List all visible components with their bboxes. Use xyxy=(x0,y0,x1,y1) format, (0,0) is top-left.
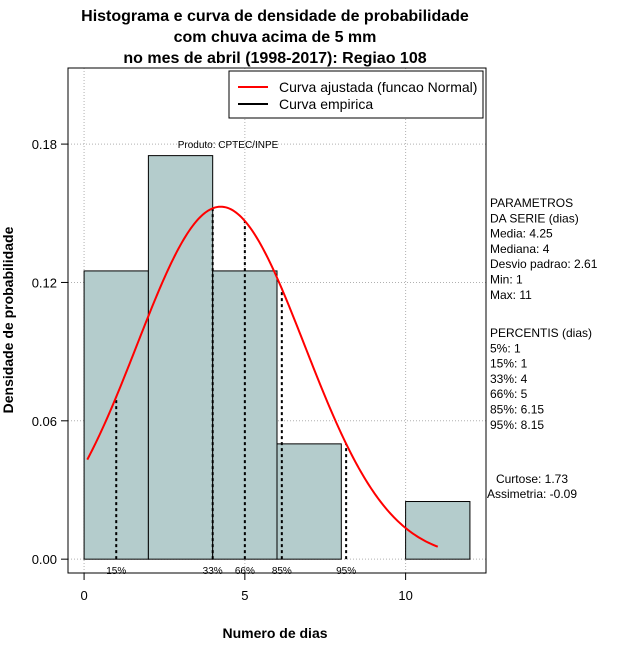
chart-title: Histograma e curva de densidade de proba… xyxy=(81,8,469,67)
title-line: com chuva acima de 5 mm xyxy=(174,29,377,46)
histogram-bar xyxy=(405,501,471,560)
percentile-label: 95% xyxy=(336,566,356,577)
y-tick-label: 0.06 xyxy=(32,414,57,429)
percentis-line: 33%: 4 xyxy=(490,372,528,386)
parametros-line: Max: 11 xyxy=(490,288,532,302)
percentile-label: 85% xyxy=(272,566,292,577)
legend-label-empirical: Curva empirica xyxy=(279,96,373,112)
y-axis-title: Densidade de probabilidade xyxy=(0,226,16,413)
x-tick-label: 5 xyxy=(241,588,248,603)
percentile-label: 33% xyxy=(203,566,223,577)
parametros-line: Desvio padrao: 2.61 xyxy=(490,257,598,271)
normal-curve xyxy=(86,205,439,548)
histogram-bar xyxy=(276,443,342,560)
curves xyxy=(86,205,439,548)
parametros-line: Media: 4.25 xyxy=(490,227,553,241)
plot-frame xyxy=(67,67,487,574)
percentis-line: 95%: 8.15 xyxy=(490,418,544,432)
product-annotation: Produto: CPTEC/INPE xyxy=(178,140,279,151)
axes: 0 5 10 0.00 0.06 0.12 0.18 Numero de dias Densid… xyxy=(0,67,487,641)
percentile-label: 66% xyxy=(235,566,255,577)
percentile-lines: 15% 33% 66% 85% 95% Produto: CPTEC/INPE xyxy=(106,140,356,577)
y-tick-label: 0.18 xyxy=(32,137,57,152)
x-tick-label: 10 xyxy=(398,588,412,603)
parametros-line: DA SERIE (dias) xyxy=(490,211,579,225)
percentis-line: 5%: 1 xyxy=(490,341,521,355)
legend: Curva ajustada (funcao Normal)Curva empi… xyxy=(228,70,484,119)
title-line: Histograma e curva de densidade de proba… xyxy=(81,8,469,25)
percentis-line: 66%: 5 xyxy=(490,387,528,401)
curtose-text: Curtose: 1.73 xyxy=(496,472,568,486)
assimetria-text: Assimetria: -0.09 xyxy=(487,487,577,501)
parametros-line: Min: 1 xyxy=(490,273,523,287)
legend-box xyxy=(228,70,484,119)
histogram-bars xyxy=(83,155,471,560)
parametros-line: PARAMETROS xyxy=(490,196,573,210)
x-axis-title: Numero de dias xyxy=(222,625,327,641)
histogram-bar xyxy=(147,155,214,560)
title-line: no mes de abril (1998-2017): Regiao 108 xyxy=(123,50,426,67)
percentis-line: 15%: 1 xyxy=(490,357,528,371)
percentile-label: 15% xyxy=(106,566,126,577)
x-tick-label: 0 xyxy=(80,588,87,603)
y-tick-label: 0.00 xyxy=(32,552,57,567)
legend-label-normal: Curva ajustada (funcao Normal) xyxy=(279,79,477,95)
percentis-line: PERCENTIS (dias) xyxy=(490,326,592,340)
parametros-line: Mediana: 4 xyxy=(490,242,550,256)
percentis-line: 85%: 6.15 xyxy=(490,403,544,417)
y-tick-label: 0.12 xyxy=(32,275,57,290)
